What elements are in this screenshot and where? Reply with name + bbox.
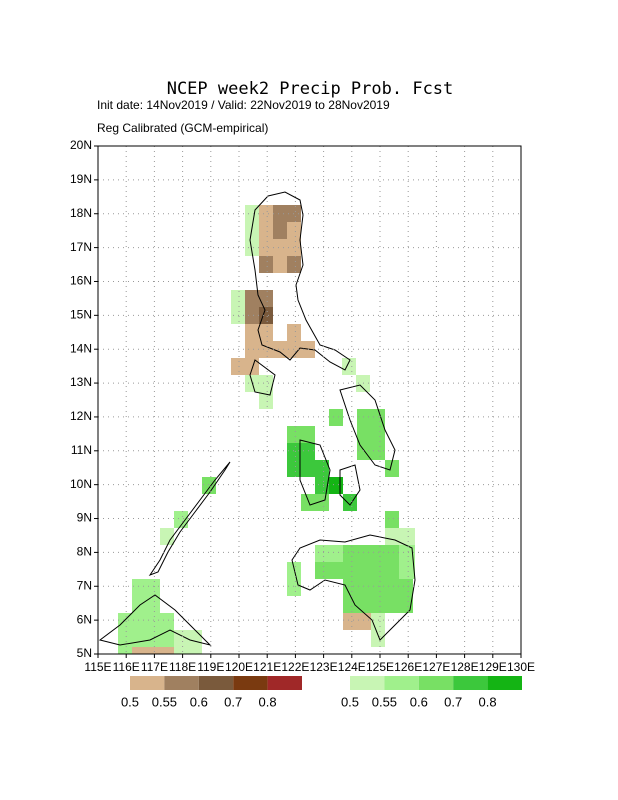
- wet-cell: [385, 511, 399, 528]
- wet-legend-label: 0.8: [479, 694, 497, 709]
- lon-label: 128E: [451, 660, 479, 674]
- coastline: [249, 359, 276, 396]
- dry-cell: [343, 613, 371, 630]
- wet-swatch: [453, 676, 488, 690]
- dry-swatch: [198, 676, 234, 690]
- wet-cell: [371, 613, 385, 647]
- lon-label: 122E: [281, 660, 309, 674]
- dry-cell: [259, 256, 273, 273]
- wet-cell: [315, 460, 329, 494]
- wet-legend-label: 0.6: [410, 694, 428, 709]
- dry-swatch: [164, 676, 199, 690]
- lon-label: 126E: [394, 660, 422, 674]
- lon-label: 125E: [366, 660, 394, 674]
- lon-label: 120E: [225, 660, 253, 674]
- wet-cell: [231, 290, 245, 324]
- lat-label: 14N: [70, 341, 92, 355]
- lat-label: 20N: [70, 138, 92, 152]
- map-frame: 5N 6N 7N 8N 9N 10N 11N 12N 13N 14N 15N 16N 17N 18N 19N…: [70, 138, 535, 674]
- wet-legend-label: 0.7: [444, 694, 462, 709]
- coastline: [291, 534, 416, 641]
- lon-label: 115E: [84, 660, 111, 674]
- wet-cell: [202, 477, 216, 494]
- lat-label: 5N: [77, 646, 92, 660]
- coastline: [299, 439, 331, 506]
- lon-label: 121E: [253, 660, 281, 674]
- wet-swatch: [487, 676, 522, 690]
- lat-label: 12N: [70, 409, 92, 423]
- lat-label: 7N: [77, 578, 92, 592]
- wet-cell: [385, 460, 399, 477]
- wet-cell: [315, 562, 343, 579]
- lat-label: 17N: [70, 240, 92, 254]
- wet-cell: [329, 409, 343, 426]
- wet-legend-label: 0.5: [341, 694, 359, 709]
- coastline: [339, 464, 361, 506]
- wet-cell: [160, 528, 174, 545]
- lon-label: 118E: [169, 660, 196, 674]
- coastline: [339, 384, 396, 471]
- dry-cell: [287, 256, 301, 273]
- dry-cell: [273, 205, 301, 222]
- lon-label: 116E: [113, 660, 140, 674]
- wet-swatch: [384, 676, 419, 690]
- dry-legend-label: 0.5: [121, 694, 139, 709]
- lat-label: 9N: [77, 511, 92, 525]
- lon-label: 130E: [507, 660, 535, 674]
- lat-label: 16N: [70, 274, 92, 288]
- dry-cell: [273, 222, 287, 239]
- coastline: [98, 594, 212, 646]
- dry-cell: [287, 324, 301, 341]
- lon-label: 117E: [141, 660, 168, 674]
- lat-label: 6N: [77, 612, 92, 626]
- wet-cell: [132, 579, 160, 613]
- wet-legend-label: 0.55: [372, 694, 397, 709]
- wet-cell: [174, 511, 188, 528]
- dry-cell: [132, 647, 174, 654]
- dry-swatch: [130, 676, 165, 690]
- lat-label: 19N: [70, 172, 92, 186]
- lat-label: 11N: [71, 443, 92, 457]
- probability-cells: [118, 205, 415, 654]
- wet-cell: [287, 562, 301, 596]
- dry-cell: [259, 307, 273, 324]
- wet-cell: [343, 494, 357, 511]
- lat-label: 18N: [70, 206, 92, 220]
- dry-legend-label: 0.8: [259, 694, 277, 709]
- wet-cell: [399, 579, 413, 613]
- wet-cell: [259, 375, 273, 409]
- dry-swatch: [233, 676, 268, 690]
- lat-label: 13N: [70, 375, 92, 389]
- dry-legend-label: 0.6: [190, 694, 208, 709]
- calibration: Reg Calibrated (GCM-empirical): [97, 121, 268, 135]
- init-date: Init date: 14Nov2019 / Valid: 22Nov2019 …: [97, 98, 390, 112]
- wet-cell: [329, 477, 343, 494]
- lat-label: 15N: [70, 308, 92, 322]
- lon-label: 127E: [422, 660, 450, 674]
- coastline: [148, 461, 231, 577]
- lat-label: 8N: [77, 545, 92, 559]
- dry-cell: [231, 358, 259, 375]
- lon-label: 123E: [310, 660, 338, 674]
- lon-label: 129E: [479, 660, 507, 674]
- wet-swatch: [418, 676, 454, 690]
- dry-legend-label: 0.55: [152, 694, 177, 709]
- wet-cell: [287, 443, 315, 477]
- coastlines: [98, 191, 416, 646]
- lon-label: 119E: [197, 660, 224, 674]
- wet-cell: [342, 358, 356, 375]
- wet-cell: [343, 545, 399, 613]
- lat-label: 10N: [70, 477, 92, 491]
- wet-cell: [301, 494, 315, 511]
- lon-label: 124E: [338, 660, 366, 674]
- wet-cell: [385, 528, 415, 545]
- coastline: [249, 191, 351, 371]
- title: NCEP week2 Precip Prob. Fcst: [167, 79, 454, 99]
- frame-border: [97, 145, 522, 655]
- wet-swatch: [350, 676, 385, 690]
- dry-swatch: [267, 676, 302, 690]
- dry-legend-label: 0.7: [224, 694, 242, 709]
